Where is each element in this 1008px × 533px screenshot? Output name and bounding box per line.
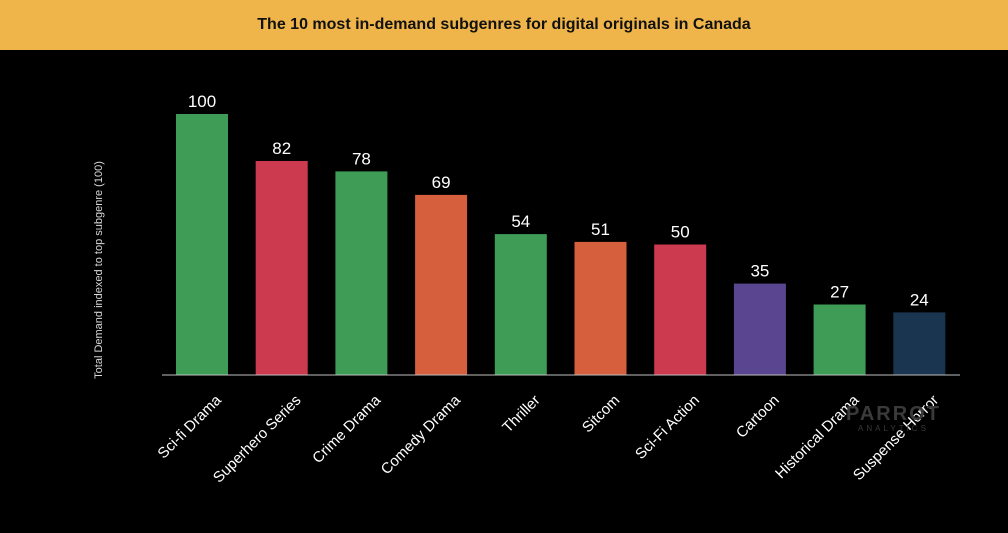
category-label-crime-drama: Crime Drama [309, 391, 385, 467]
value-labels-group: 100 82 78 69 54 51 50 35 27 24 [188, 92, 929, 309]
value-label-comedy-drama: 69 [432, 173, 451, 192]
bar-thriller [494, 234, 547, 375]
category-label-comedy-drama: Comedy Drama [378, 391, 465, 478]
value-label-sitcom: 51 [591, 220, 610, 239]
value-label-sci-fi-action: 50 [671, 223, 690, 242]
bar-comedy-drama [415, 194, 468, 375]
y-axis-label: Total Demand indexed to top subgenre (10… [93, 161, 105, 379]
chart-title: The 10 most in-demand subgenres for digi… [257, 16, 751, 33]
bar-sci-fi-action [654, 244, 707, 375]
category-label-cartoon: Cartoon [733, 392, 783, 442]
bar-superhero-series [255, 161, 308, 375]
bar-sitcom [574, 241, 627, 375]
category-label-sci-fi-action: Sci-Fi Action [632, 392, 703, 463]
bars-group [176, 114, 946, 375]
value-label-thriller: 54 [511, 212, 530, 231]
bar-historical-drama [813, 304, 866, 375]
value-label-superhero-series: 82 [272, 139, 291, 158]
value-label-cartoon: 35 [750, 262, 769, 281]
value-label-crime-drama: 78 [352, 149, 371, 168]
title-bar: The 10 most in-demand subgenres for digi… [0, 0, 1008, 50]
category-label-sci-fi-drama: Sci-fi Drama [154, 391, 225, 462]
logo-wordmark: PARROT [846, 403, 941, 425]
logo-subtext: ANALYTICS [858, 424, 929, 433]
parrot-analytics-logo: PARROT ANALYTICS [846, 404, 941, 433]
value-label-sci-fi-drama: 100 [188, 92, 216, 111]
bar-cartoon [733, 283, 786, 375]
category-label-superhero-series: Superhero Series [210, 392, 305, 487]
category-label-sitcom: Sitcom [579, 392, 623, 436]
category-label-thriller: Thriller [499, 392, 543, 436]
value-label-historical-drama: 27 [830, 283, 849, 302]
bar-crime-drama [335, 171, 388, 375]
value-label-suspense-horror: 24 [910, 290, 929, 309]
bar-suspense-horror [893, 312, 946, 375]
bar-sci-fi-drama [176, 114, 228, 375]
